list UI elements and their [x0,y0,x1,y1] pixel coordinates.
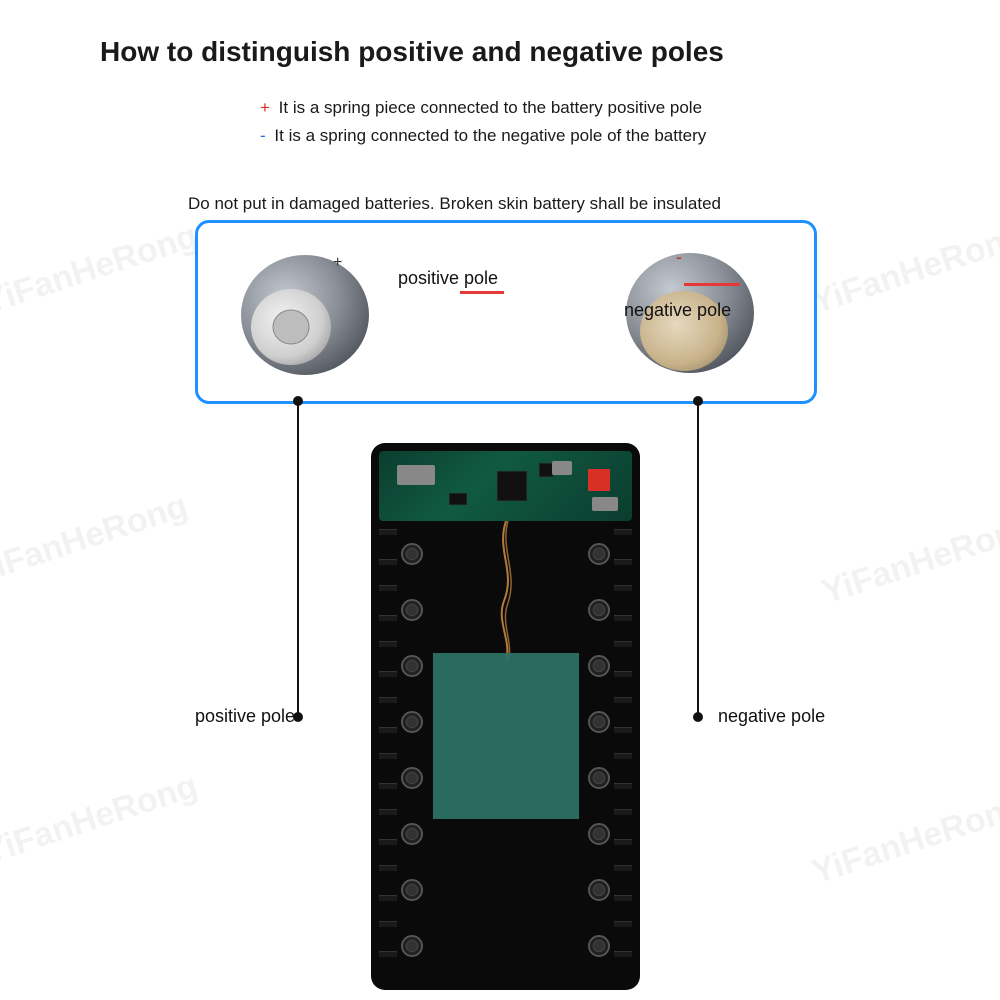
watermark: YiFanHeRong [808,787,1000,893]
watermark: YiFanHeRong [818,507,1000,613]
watermark: YiFanHeRong [0,217,202,323]
warning-text: Do not put in damaged batteries. Broken … [188,194,721,214]
negative-underline [684,283,740,286]
positive-underline [460,291,504,294]
callout-negative-label: negative pole [624,300,731,321]
connector-dot-right-end [693,712,703,722]
spring-contacts-left [401,533,423,970]
callout-positive-label: positive pole [398,268,498,289]
svg-text:+: + [333,254,342,271]
coil-wire [486,521,526,661]
wireless-coil-pad [433,653,579,819]
device-right-label: negative pole [718,706,825,727]
case-ribs-right [614,521,632,982]
watermark: YiFanHeRong [808,217,1000,323]
watermark: YiFanHeRong [0,487,192,593]
battery-positive-icon: + [225,237,375,387]
pcb-board [379,451,632,521]
desc-negative: - It is a spring connected to the negati… [260,126,706,146]
desc-negative-text: It is a spring connected to the negative… [274,126,706,145]
plus-symbol: + [260,98,270,117]
desc-positive: + It is a spring piece connected to the … [260,98,702,118]
minus-symbol: - [260,126,266,145]
page-title: How to distinguish positive and negative… [100,36,724,68]
desc-positive-text: It is a spring piece connected to the ba… [279,98,702,117]
device-left-label: positive pole [195,706,295,727]
connector-line-left [297,401,299,717]
connector-line-right [697,401,699,717]
spring-contacts-right [588,533,610,970]
case-ribs-left [379,521,397,982]
svg-text:-: - [676,247,682,267]
watermark: YiFanHeRong [0,767,202,873]
power-bank-case [371,443,640,990]
